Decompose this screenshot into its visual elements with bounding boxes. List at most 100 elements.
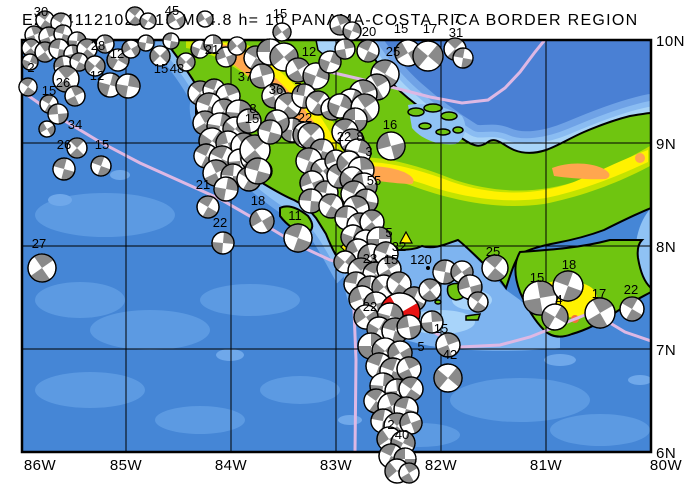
depth-label: 12 [110, 46, 124, 61]
depth-label: 22 [298, 110, 312, 125]
beachball [27, 253, 57, 283]
depth-label: 31 [449, 25, 463, 40]
beachball [115, 73, 141, 99]
depth-label: 17 [423, 21, 437, 36]
depth-label: 28 [91, 38, 105, 53]
beachball [420, 310, 444, 334]
depth-label: 26 [57, 137, 71, 152]
depth-label: 15 [394, 21, 408, 36]
depth-label: 8 [249, 101, 256, 116]
depth-label: 34 [68, 117, 82, 132]
depth-label: 3 [365, 144, 372, 159]
depth-label: 12 [90, 68, 104, 83]
beachball [584, 297, 616, 329]
depth-label: 26 [56, 75, 70, 90]
depth-label: 21 [196, 177, 210, 192]
depth-label: 27 [32, 236, 46, 251]
beachball [334, 38, 356, 60]
beachball [283, 223, 313, 253]
axis-label-layer: 86W 85W 84W 83W 82W 81W 80W 10N 9N 8N 7N 6N [24, 33, 685, 474]
depth-label: 23 [363, 251, 377, 266]
beachball [318, 50, 342, 74]
x-axis-label-85W: 85W [110, 457, 143, 474]
triangle-marker [398, 230, 414, 244]
x-axis-label-81W: 81W [530, 457, 563, 474]
beachball [467, 291, 489, 313]
beachball [137, 34, 155, 52]
beachball [298, 188, 324, 214]
beachball [162, 32, 180, 50]
beachball [481, 254, 509, 282]
depth-label: 48 [170, 61, 184, 76]
depth-label: 37 [238, 69, 252, 84]
depth-label: 25 [486, 244, 500, 259]
y-axis-label-10N: 10N [656, 33, 685, 50]
depth-label: 55 [367, 173, 381, 188]
depth-label: 17 [592, 286, 606, 301]
beachball [47, 103, 69, 125]
beachball [52, 65, 80, 93]
depth-label: 22 [363, 299, 377, 314]
beachball [399, 411, 423, 435]
beachball [412, 40, 444, 72]
depth-label: 45 [165, 3, 179, 18]
depth-label: 18 [251, 193, 265, 208]
x-axis-label-83W: 83W [320, 457, 353, 474]
depth-label: 2 [387, 417, 394, 432]
beachball [38, 120, 56, 138]
beachball [376, 131, 406, 161]
depth-label: 15 [384, 252, 398, 267]
beachball [196, 195, 220, 219]
bocas-islands [407, 103, 464, 136]
x-axis-label-84W: 84W [215, 457, 248, 474]
beachball [66, 137, 88, 159]
pa-highland-yellow [344, 150, 648, 201]
beachball [203, 34, 223, 54]
pa-highland-orange-east [552, 163, 610, 180]
depth-label: 36 [269, 82, 283, 97]
depth-label: 42 [443, 347, 457, 362]
y-axis-label-6N: 6N [656, 445, 676, 462]
depth-label: 5 [385, 225, 392, 240]
pa-highland-orange-dot [635, 153, 645, 163]
beachball [211, 231, 235, 255]
y-axis-label-9N: 9N [656, 136, 676, 153]
y-axis-label-7N: 7N [656, 342, 676, 359]
depth-label: 20 [362, 24, 376, 39]
beachball [239, 134, 271, 166]
depth-label: 15 [245, 111, 259, 126]
y-axis-label-8N: 8N [656, 239, 676, 256]
depth-label: 2 [27, 60, 34, 75]
depth-label: 32 [392, 239, 406, 254]
beachball [95, 34, 115, 54]
bathymetry-blobs [35, 193, 650, 447]
depth-label: 4 [555, 292, 562, 307]
beachball [236, 108, 262, 134]
depth-label: 12 [302, 44, 316, 59]
x-axis-label-82W: 82W [425, 457, 458, 474]
beachball [541, 303, 569, 331]
beachball [552, 270, 584, 302]
beachball [52, 157, 76, 181]
beachball [213, 176, 239, 202]
depth-label: 15 [154, 61, 168, 76]
beachball [272, 22, 292, 42]
beachball [244, 157, 272, 185]
beachball [619, 296, 645, 322]
depth-label: 22 [213, 215, 227, 230]
depth-label: 16 [383, 117, 397, 132]
depth-label: 15 [42, 83, 56, 98]
map-frame [20, 38, 653, 454]
beachball [398, 462, 420, 484]
x-axis-label-80W: 80W [650, 457, 683, 474]
beachball [418, 278, 442, 302]
beachball [227, 36, 247, 56]
depth-label: 30 [34, 4, 48, 19]
beachball [84, 55, 106, 77]
beachball [433, 363, 463, 393]
depth-label: 7 [453, 11, 460, 26]
depth-label: 25 [386, 44, 400, 59]
